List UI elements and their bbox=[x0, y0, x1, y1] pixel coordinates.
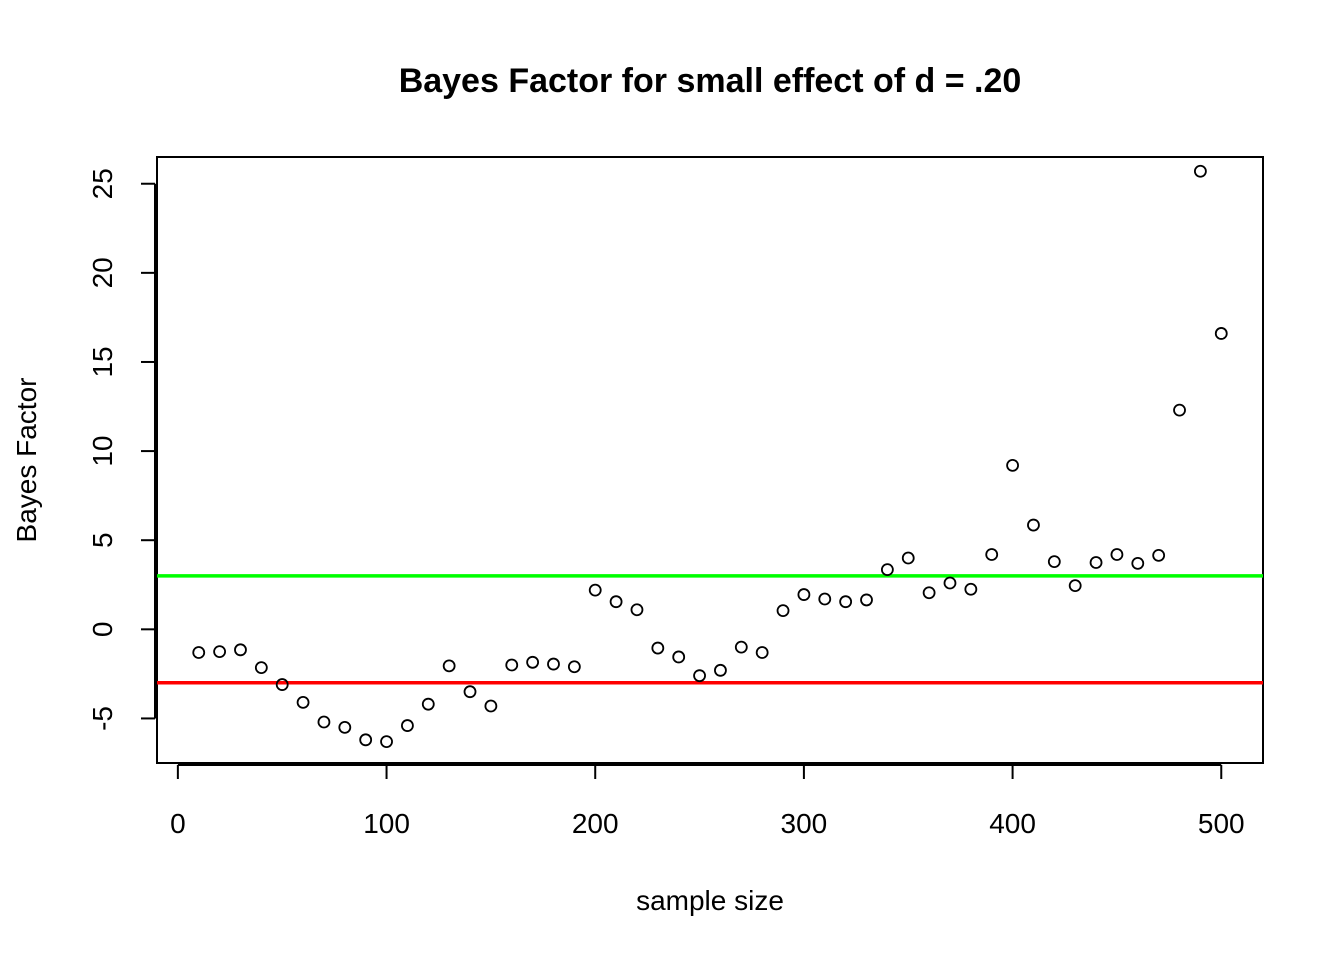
x-tick-label: 500 bbox=[1198, 808, 1245, 839]
data-point bbox=[1152, 548, 1166, 562]
y-tick-label: 5 bbox=[87, 532, 118, 548]
data-point bbox=[672, 650, 686, 664]
data-point bbox=[1173, 403, 1186, 417]
x-tick-label: 400 bbox=[989, 808, 1036, 839]
data-point bbox=[421, 697, 435, 711]
data-point bbox=[463, 685, 477, 699]
data-point bbox=[797, 588, 811, 601]
data-point bbox=[818, 592, 832, 606]
data-point bbox=[860, 593, 873, 607]
data-point bbox=[901, 551, 915, 565]
data-point bbox=[234, 643, 247, 657]
y-axis-label: Bayes Factor bbox=[11, 378, 42, 543]
y-tick-label: 15 bbox=[87, 346, 118, 377]
data-point bbox=[275, 678, 289, 691]
x-axis: 0 100 200 300 400 500 bbox=[170, 764, 1245, 839]
data-point bbox=[1131, 556, 1145, 570]
data-point bbox=[484, 699, 498, 713]
data-point bbox=[1089, 556, 1103, 569]
data-point bbox=[505, 658, 519, 672]
data-point bbox=[1193, 164, 1207, 178]
data-point bbox=[442, 659, 456, 673]
data-point bbox=[776, 604, 790, 618]
reference-lines bbox=[157, 574, 1263, 685]
data-point bbox=[296, 696, 310, 709]
data-point bbox=[985, 548, 999, 561]
data-point bbox=[1110, 548, 1124, 561]
data-point bbox=[880, 563, 894, 577]
y-tick-label: 25 bbox=[87, 168, 118, 199]
x-tick-label: 100 bbox=[363, 808, 410, 839]
chart-title: Bayes Factor for small effect of d = .20 bbox=[399, 62, 1022, 100]
data-point bbox=[338, 720, 352, 734]
data-point bbox=[380, 735, 393, 749]
data-point bbox=[359, 733, 373, 747]
x-tick-label: 200 bbox=[572, 808, 619, 839]
data-point bbox=[588, 583, 602, 597]
data-point bbox=[1068, 579, 1082, 593]
y-tick-label: 0 bbox=[87, 622, 118, 638]
plot-frame bbox=[156, 156, 1264, 764]
data-point bbox=[734, 640, 748, 654]
data-point bbox=[1214, 327, 1228, 340]
data-point bbox=[839, 595, 853, 609]
data-point bbox=[609, 595, 623, 609]
y-axis: -5 0 5 10 15 20 25 bbox=[87, 168, 156, 731]
data-point bbox=[254, 661, 268, 675]
y-tick-label: 10 bbox=[87, 436, 118, 467]
data-point bbox=[1047, 555, 1061, 568]
data-point bbox=[317, 715, 331, 729]
data-points bbox=[192, 164, 1228, 749]
data-point bbox=[651, 641, 665, 655]
data-point bbox=[192, 646, 206, 659]
x-tick-label: 300 bbox=[781, 808, 828, 839]
data-point bbox=[922, 586, 936, 600]
data-point bbox=[213, 645, 227, 659]
y-tick-label: 20 bbox=[87, 257, 118, 288]
data-point bbox=[1006, 458, 1019, 472]
data-point bbox=[547, 657, 560, 671]
data-point bbox=[714, 663, 727, 677]
data-point bbox=[964, 582, 978, 596]
y-tick-label: -5 bbox=[87, 706, 118, 731]
data-point bbox=[693, 669, 706, 683]
data-point bbox=[630, 603, 644, 617]
data-point bbox=[526, 655, 540, 669]
data-point bbox=[755, 646, 769, 659]
data-point bbox=[401, 719, 414, 732]
x-tick-label: 0 bbox=[170, 808, 186, 839]
x-axis-label: sample size bbox=[636, 885, 784, 916]
data-point bbox=[1027, 518, 1040, 532]
data-point bbox=[567, 660, 581, 674]
data-point bbox=[943, 576, 957, 590]
